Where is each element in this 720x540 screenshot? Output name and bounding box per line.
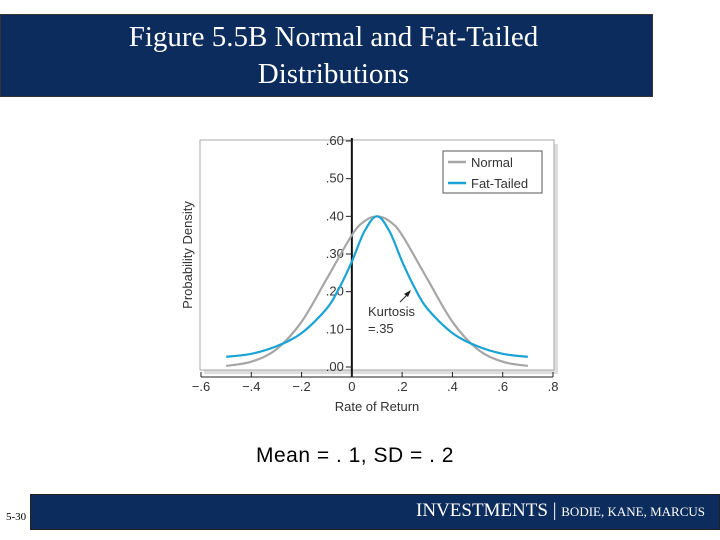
x-tick-label: −.6 <box>192 379 210 394</box>
slide-number: 5-30 <box>6 511 27 523</box>
footer-bar: INVESTMENTS | BODIE, KANE, MARCUS <box>30 494 720 530</box>
annotation-kurtosis: Kurtosis <box>368 304 415 319</box>
annotation-kurtosis-value: =.35 <box>368 321 394 336</box>
footer-separator: | <box>552 500 557 521</box>
slide-title: Figure 5.5B Normal and Fat-Tailed Distri… <box>0 14 653 97</box>
y-tick-label: .60 <box>326 133 344 148</box>
footer-brand: INVESTMENTS <box>416 500 548 521</box>
y-axis-label: Probability Density <box>180 201 195 309</box>
title-line-1: Figure 5.5B Normal and Fat-Tailed <box>128 21 539 53</box>
series-line-fat-tailed <box>226 215 528 358</box>
legend-box <box>442 150 543 194</box>
legend-label-normal: Normal <box>471 155 513 170</box>
footer-text: INVESTMENTS | BODIE, KANE, MARCUS <box>416 500 705 522</box>
annotation-arrowhead <box>404 290 411 297</box>
y-tick-label: .00 <box>326 359 344 374</box>
x-tick-label: −.4 <box>242 379 260 394</box>
x-axis-label: Rate of Return <box>335 399 420 414</box>
title-line-2: Distributions <box>257 58 410 90</box>
x-tick-label: .2 <box>397 379 408 394</box>
y-tick-label: .10 <box>326 321 344 336</box>
x-tick-label: .4 <box>447 379 458 394</box>
x-tick-label: 0 <box>348 379 355 394</box>
caption: Mean = . 1, SD = . 2 <box>256 444 454 467</box>
legend-label-fat-tailed: Fat-Tailed <box>471 176 528 191</box>
x-tick-label: .6 <box>497 379 508 394</box>
y-tick-label: .40 <box>326 208 344 223</box>
footer-authors: BODIE, KANE, MARCUS <box>561 504 705 519</box>
legend: Normal Fat-Tailed <box>442 150 543 194</box>
y-tick-label: .50 <box>326 171 344 186</box>
x-tick-label: .8 <box>548 379 559 394</box>
x-tick-label: −.2 <box>292 379 310 394</box>
